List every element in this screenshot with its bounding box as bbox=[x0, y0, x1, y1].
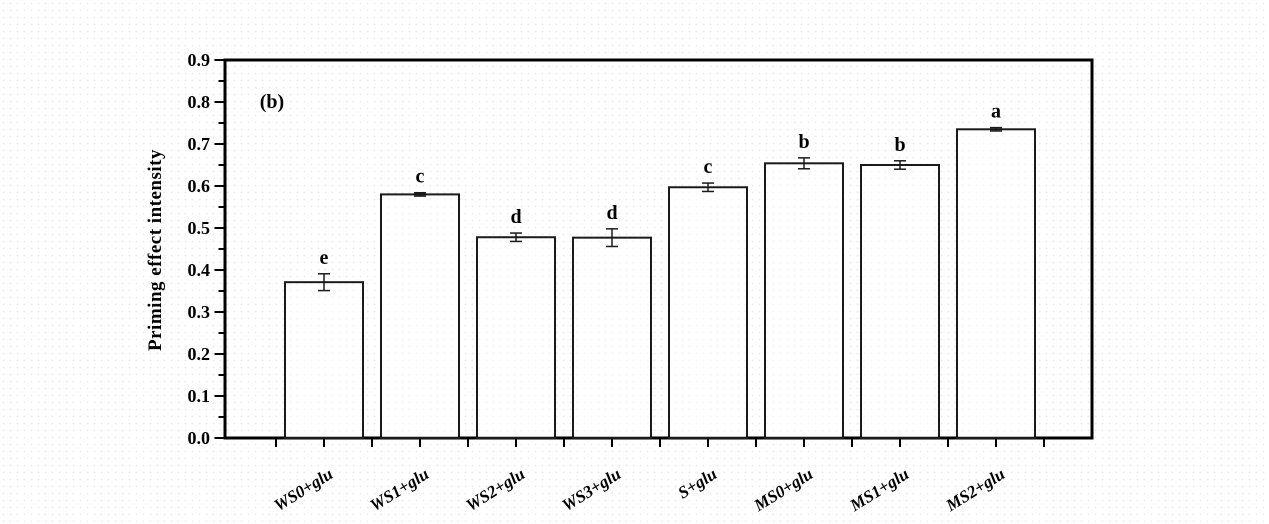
x-tick-label: WS1+glu bbox=[367, 464, 433, 515]
bar-WS2+glu bbox=[476, 236, 556, 439]
sig-letter: d bbox=[510, 206, 521, 228]
x-tick-label: WS2+glu bbox=[463, 464, 529, 515]
y-tick-label: 0.1 bbox=[188, 386, 211, 406]
sig-letter: b bbox=[894, 134, 905, 156]
x-tick-label: WS3+glu bbox=[559, 464, 625, 515]
x-tick-label: S+glu bbox=[675, 464, 721, 502]
y-tick-label: 0.3 bbox=[188, 302, 211, 322]
y-tick-label: 0.7 bbox=[188, 134, 211, 154]
y-tick-label: 0.2 bbox=[188, 344, 211, 364]
y-tick-label: 0.9 bbox=[188, 50, 211, 70]
sig-letter: a bbox=[991, 101, 1001, 123]
bar-S+glu bbox=[668, 186, 748, 439]
bar-WS3+glu bbox=[572, 236, 652, 439]
y-tick-label: 0.0 bbox=[188, 428, 211, 448]
bar-WS1+glu bbox=[380, 193, 460, 439]
sig-letter: d bbox=[606, 202, 617, 224]
x-tick-label: MS2+glu bbox=[942, 464, 1008, 515]
sig-letter: e bbox=[320, 247, 329, 269]
sig-letter: c bbox=[416, 166, 425, 188]
bar-WS0+glu bbox=[284, 281, 364, 439]
plot-area: 0.0 0.1 0.2 0.3 0.4 0.5 0.6 0.7 0.8 0.9 e WS0+glu c W… bbox=[188, 50, 1094, 516]
sig-letter: b bbox=[798, 131, 809, 153]
bar-MS2+glu bbox=[956, 128, 1036, 440]
y-tick-label: 0.5 bbox=[188, 218, 211, 238]
y-tick-label: 0.6 bbox=[188, 176, 211, 196]
panel-label: (b) bbox=[260, 91, 284, 113]
bar-MS1+glu bbox=[860, 164, 940, 439]
sig-letter: c bbox=[704, 156, 713, 178]
x-tick-label: MS1+glu bbox=[846, 464, 912, 515]
x-tick-label: MS0+glu bbox=[750, 464, 816, 515]
y-tick-label: 0.8 bbox=[188, 92, 211, 112]
axis-frame bbox=[223, 58, 1094, 440]
x-tick-label: WS0+glu bbox=[271, 464, 337, 515]
bar-MS0+glu bbox=[764, 162, 844, 439]
y-axis-title: Priming effect intensity bbox=[145, 149, 166, 351]
y-tick-label: 0.4 bbox=[188, 260, 211, 280]
